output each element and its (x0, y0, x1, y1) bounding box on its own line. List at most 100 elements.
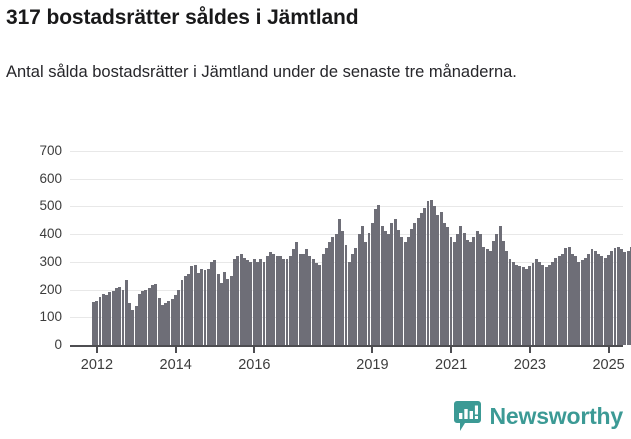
bar (292, 249, 295, 345)
bar (610, 250, 614, 345)
bar (429, 199, 433, 345)
bar (583, 257, 587, 345)
bar (272, 253, 276, 345)
bar (518, 266, 522, 345)
bar (479, 234, 482, 345)
bar (351, 253, 355, 345)
y-axis-tick-label: 200 (39, 281, 62, 297)
bar (242, 257, 246, 345)
bar (121, 289, 125, 345)
bar (508, 259, 512, 345)
bar (285, 259, 289, 345)
bar (482, 246, 486, 345)
x-axis-tick-label: 2012 (80, 357, 114, 373)
y-axis-tick-label: 700 (39, 143, 62, 158)
bar (521, 267, 525, 345)
bar (397, 230, 400, 345)
bar (439, 211, 443, 345)
bar (114, 288, 118, 345)
bar (613, 248, 617, 345)
bar (564, 248, 568, 345)
bar (597, 253, 601, 345)
y-axis-tick-label: 100 (39, 309, 62, 325)
bar (219, 282, 223, 345)
page-subtitle: Antal sålda bostadsrätter i Jämtland und… (6, 63, 517, 81)
bar-chart-speech-bubble-icon (453, 401, 481, 431)
bar (101, 293, 105, 345)
bar (390, 223, 394, 345)
x-axis-tick (528, 347, 531, 353)
bar (495, 234, 499, 345)
x-axis-tick (95, 347, 98, 353)
bar (239, 253, 243, 345)
bar (541, 264, 545, 345)
bar (393, 218, 397, 345)
x-axis-tick (607, 347, 610, 353)
bar (170, 299, 174, 345)
bar (331, 236, 335, 345)
bar (337, 218, 341, 345)
bar (551, 261, 555, 345)
bar-chart: 0 100 200 300 400 500 600 700 2012 2014 2016 2019 2… (0, 140, 631, 390)
bar (98, 296, 102, 345)
bar (629, 246, 631, 345)
bar (144, 289, 148, 345)
bar (580, 260, 584, 345)
bar (203, 270, 207, 345)
bar (587, 253, 591, 345)
bar (554, 257, 558, 345)
bar (167, 300, 171, 345)
bar (360, 225, 364, 345)
bar (328, 242, 332, 345)
bar (505, 250, 509, 345)
bar (446, 227, 450, 345)
gridline (70, 206, 623, 208)
bar (226, 278, 230, 345)
bar (620, 249, 623, 345)
bar (475, 231, 479, 345)
x-axis-tick-label: 2014 (159, 357, 192, 373)
bar (436, 214, 440, 345)
x-axis-tick-label: 2016 (238, 357, 271, 373)
bar (233, 259, 236, 345)
bar (196, 272, 200, 345)
bar (498, 225, 502, 345)
bar (524, 268, 528, 345)
bar (216, 274, 220, 345)
bar (531, 263, 535, 345)
bar (311, 259, 315, 345)
bar (347, 261, 351, 345)
y-axis-tick-label: 600 (39, 170, 62, 186)
x-axis-tick-label: 2025 (592, 357, 625, 373)
bar (544, 267, 548, 345)
bar (128, 303, 131, 345)
bar (334, 234, 338, 345)
x-axis-line (70, 345, 623, 347)
bar (275, 256, 279, 345)
bar (154, 284, 158, 345)
bar (511, 261, 515, 345)
bar (229, 275, 233, 345)
logo-text: Newsworthy (489, 402, 624, 429)
bar (177, 289, 181, 345)
bar (252, 259, 256, 345)
bar (515, 264, 519, 345)
bar (206, 268, 210, 345)
bar (485, 249, 489, 345)
bar (577, 261, 581, 345)
y-axis-tick-label: 0 (54, 337, 62, 352)
gridline (70, 234, 623, 236)
bar (370, 223, 374, 345)
x-axis-tick-label: 2023 (513, 357, 547, 373)
gridline (70, 151, 623, 152)
bar (324, 248, 328, 345)
y-axis-tick-label: 300 (39, 253, 62, 269)
x-axis-tick-label: 2021 (435, 357, 468, 373)
bar (137, 293, 141, 345)
bar (469, 242, 473, 345)
bar (357, 234, 361, 345)
bar (318, 264, 322, 345)
bar (298, 253, 302, 345)
bar (442, 223, 446, 345)
bar (190, 266, 194, 345)
